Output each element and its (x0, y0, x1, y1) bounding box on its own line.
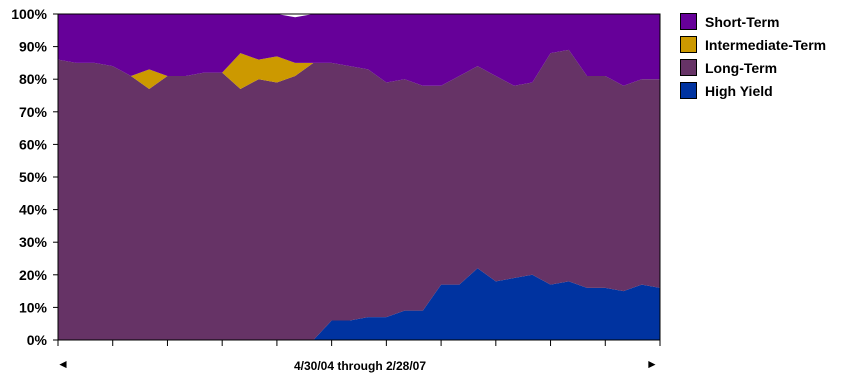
y-tick-label: 70% (19, 104, 48, 120)
legend: Short-Term Intermediate-Term Long-Term H… (680, 10, 848, 102)
area-series-group (58, 14, 660, 341)
y-tick-label: 40% (19, 202, 48, 218)
legend-swatch-long-term (680, 59, 697, 76)
right-arrow-icon[interactable]: ► (646, 357, 658, 371)
y-tick-label: 0% (27, 332, 48, 348)
legend-swatch-high-yield (680, 82, 697, 99)
area-high-yield (58, 268, 660, 340)
y-tick-label: 100% (11, 6, 47, 22)
y-tick-label: 10% (19, 299, 48, 315)
legend-label-long-term: Long-Term (705, 59, 778, 76)
legend-label-intermediate-term: Intermediate-Term (705, 36, 827, 53)
y-tick-label: 90% (19, 39, 48, 55)
legend-label-short-term: Short-Term (705, 13, 780, 30)
legend-item-high-yield: High Yield (680, 79, 848, 102)
legend-item-short-term: Short-Term (680, 10, 848, 33)
axes-group (53, 13, 661, 346)
y-tick-label: 50% (19, 169, 48, 185)
legend-swatch-intermediate-term (680, 36, 697, 53)
legend-swatch-short-term (680, 13, 697, 30)
x-axis-label: 4/30/04 through 2/28/07 (294, 359, 426, 373)
y-tick-label: 30% (19, 234, 48, 250)
y-axis-labels: 0% 10% 20% 30% 40% 50% 60% 70% 80% 90% 100% (11, 6, 47, 348)
y-tick-label: 80% (19, 71, 48, 87)
left-arrow-icon[interactable]: ◄ (57, 357, 69, 371)
y-tick-label: 60% (19, 136, 48, 152)
legend-label-high-yield: High Yield (705, 82, 773, 99)
legend-item-long-term: Long-Term (680, 56, 848, 79)
area-long-term (58, 49, 660, 341)
legend-item-intermediate-term: Intermediate-Term (680, 33, 848, 56)
area-short-term (58, 14, 660, 86)
y-tick-label: 20% (19, 267, 48, 283)
